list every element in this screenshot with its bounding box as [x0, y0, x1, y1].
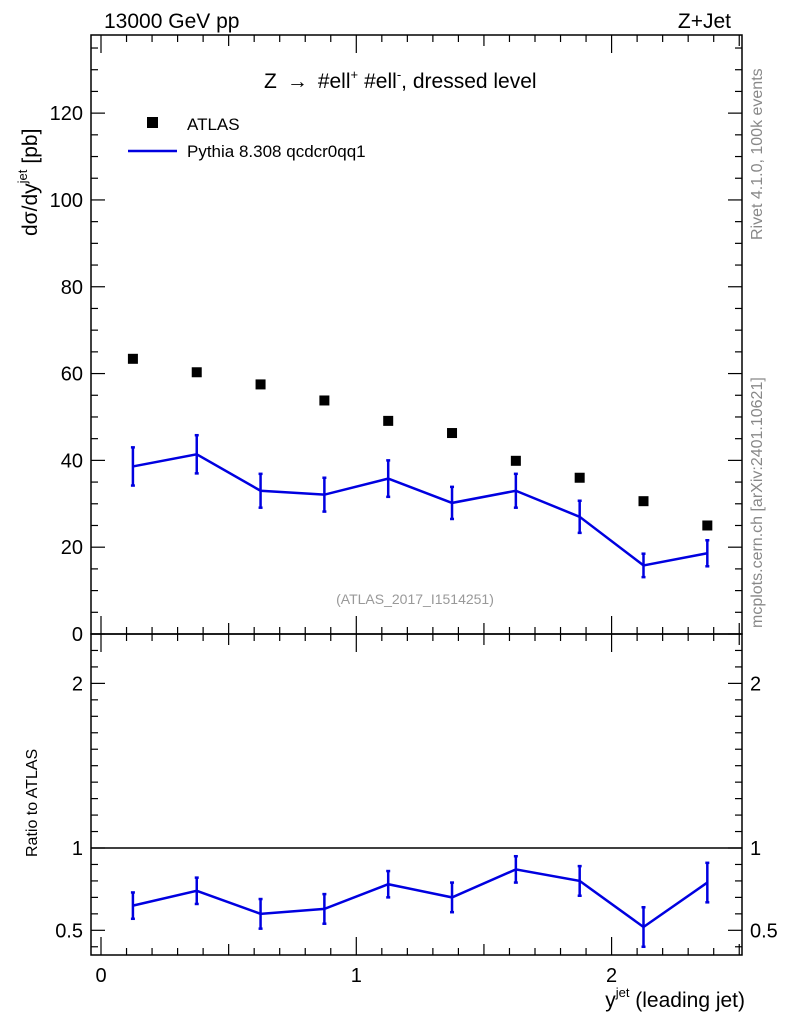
atlas-data-point	[127, 353, 138, 364]
ratio-ylabel: Ratio to ATLAS	[24, 749, 41, 857]
ratio-line	[132, 868, 709, 929]
main-y-tick-label: 60	[61, 364, 83, 386]
main-y-tick-label: 40	[61, 450, 83, 472]
ratio-y-tick-label-right: 0.5	[750, 920, 778, 942]
main-ylabel: dσ/dyjet [pb]	[15, 129, 42, 236]
ratio-y-tick-label: 2	[72, 673, 83, 695]
ratio-y-tick-label-right: 1	[750, 838, 761, 860]
ratio-y-tick-label: 1	[72, 838, 83, 860]
title-arrow: →	[287, 70, 308, 93]
ratio-x-tick-label: 0	[95, 965, 106, 987]
ratio-xlabel: yjet (leading jet)	[605, 985, 745, 1012]
main-x-ticks	[100, 35, 740, 634]
main-y-tick-label: 120	[50, 103, 83, 125]
ratio-y-axis: 0.5 0.5 1 1 2 2	[55, 649, 778, 948]
atlas-data-point	[191, 367, 202, 378]
header-right-label: Z+Jet	[678, 10, 731, 33]
atlas-data-point	[638, 496, 649, 507]
xlabel-rest: (leading jet)	[629, 989, 745, 1012]
title-sup-2: -	[397, 67, 401, 82]
ylabel-main: dσ/dy	[19, 183, 42, 236]
ylabel-unit: [pb]	[19, 129, 42, 164]
atlas-data-point	[574, 472, 585, 483]
analysis-watermark: (ATLAS_2017_I1514251)	[336, 591, 494, 607]
ratio-series	[91, 847, 742, 949]
ratio-x-tick-label: 2	[606, 965, 617, 987]
title-ell-2: #ell	[364, 70, 397, 93]
main-y-tick-label: 80	[61, 277, 83, 299]
main-y-axis: 0 20 40 60 80 100 120	[50, 47, 742, 646]
pythia-line	[132, 452, 708, 567]
title-ell-1: #ell	[318, 70, 351, 93]
title-suffix: , dressed level	[401, 70, 536, 93]
atlas-data-point	[255, 379, 266, 390]
ratio-frame	[90, 633, 743, 956]
header-left-label: 13000 GeV pp	[104, 10, 239, 33]
atlas-data-point	[510, 455, 521, 466]
title-prefix: Z	[264, 70, 277, 93]
legend-pythia-label: Pythia 8.308 qcdcr0qq1	[187, 142, 366, 161]
ratio-y-tick-label: 0.5	[55, 920, 83, 942]
title-sup-1: +	[351, 67, 359, 82]
main-y-tick-label: 0	[72, 624, 83, 646]
xlabel-sup: jet	[615, 985, 630, 1000]
atlas-data-point	[383, 415, 394, 426]
legend-atlas-marker	[147, 117, 158, 128]
main-panel: Z → #ell+ #ell-, dressed level dσ/dyjet[pb]…	[15, 34, 743, 646]
ylabel-sup: jet	[15, 169, 30, 184]
atlas-data-point	[447, 428, 458, 439]
rivet-label: Rivet 4.1.0, 100k events	[749, 68, 766, 240]
ratio-x-axis: 0 1 2	[95, 634, 740, 987]
ratio-y-tick-label-right: 2	[750, 673, 761, 695]
legend: ATLAS Pythia 8.308 qcdcr0qq1	[128, 115, 366, 161]
main-y-tick-label: 20	[61, 537, 83, 559]
main-title: Z → #ell+ #ell-, dressed level	[264, 67, 537, 93]
atlas-data-point	[702, 520, 713, 531]
main-series	[127, 353, 713, 579]
main-y-tick-label: 100	[50, 190, 83, 212]
mcplots-label: mcplots.cern.ch [arXiv:2401.10621]	[749, 377, 766, 628]
legend-atlas-label: ATLAS	[187, 115, 240, 134]
xlabel-main: y	[605, 989, 616, 1012]
ratio-panel: Ratio to ATLAS yjet (leading jet) 0.5 0.5…	[24, 633, 778, 1012]
ratio-x-tick-label: 1	[351, 965, 362, 987]
atlas-data-point	[319, 395, 330, 406]
